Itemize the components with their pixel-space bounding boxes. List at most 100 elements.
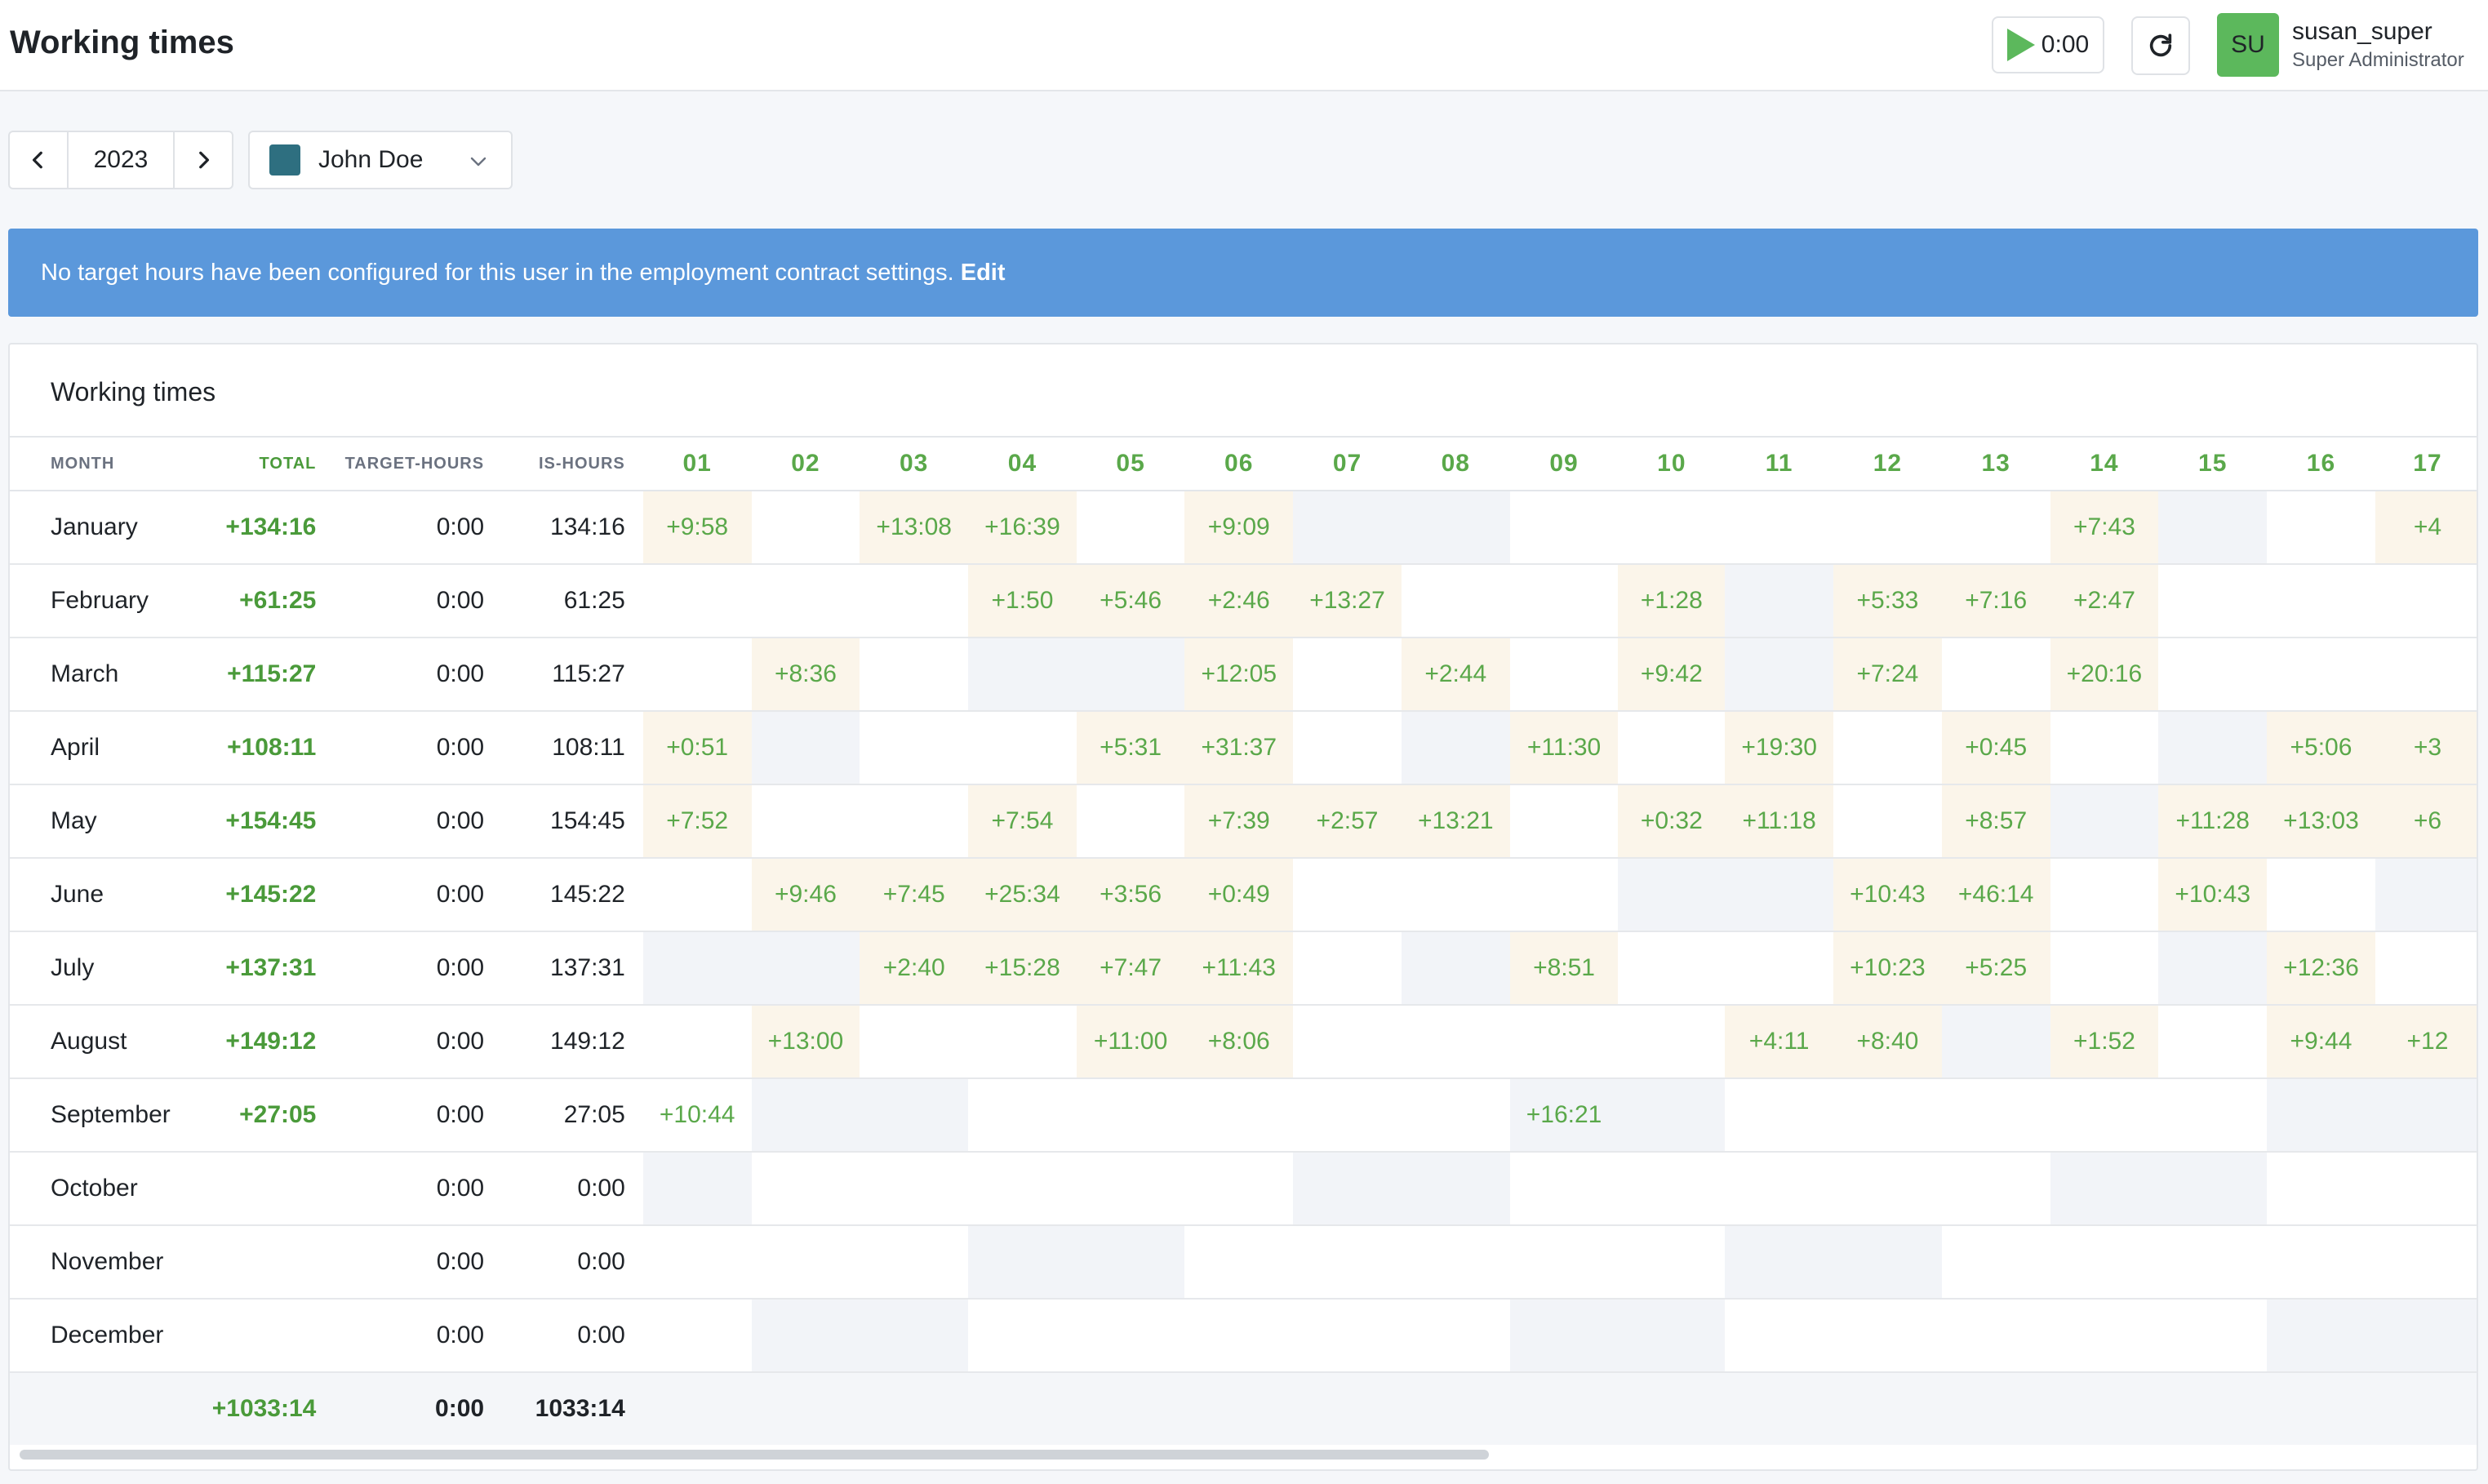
month-total: +27:05	[198, 1078, 331, 1153]
day-cell	[642, 1299, 752, 1373]
timer-value: 0:00	[2041, 31, 2090, 58]
day-cell	[751, 1225, 860, 1300]
day-cell	[1401, 931, 1510, 1006]
avatar[interactable]: SU	[2217, 13, 2279, 77]
user-select-label: John Doe	[318, 146, 424, 173]
user-select[interactable]: John Doe	[248, 131, 513, 189]
column-header-target-hours[interactable]: TARGET-HOURS	[331, 436, 503, 491]
day-cell: +31:37	[1184, 711, 1294, 785]
day-cell	[1833, 1152, 1942, 1226]
month-target-hours: 0:00	[331, 1225, 503, 1300]
month-name: May	[10, 784, 198, 859]
month-is-hours: 0:00	[502, 1152, 643, 1226]
month-name: October	[10, 1152, 198, 1226]
day-cell	[2158, 1299, 2268, 1373]
month-total: +154:45	[198, 784, 331, 859]
day-cell	[1401, 491, 1510, 565]
day-cell: +7:54	[968, 784, 1077, 859]
day-cell	[1401, 1152, 1510, 1226]
month-total	[198, 1299, 331, 1373]
totals-day-cell	[1833, 1372, 1942, 1445]
day-cell	[642, 858, 752, 932]
day-cell	[751, 1152, 860, 1226]
day-cell	[1618, 1078, 1726, 1153]
day-cell	[2050, 858, 2159, 932]
table-scroll-area[interactable]: MONTH TOTAL TARGET-HOURS IS-HOURS 01 02 03…	[10, 436, 2477, 1445]
day-cell	[1076, 1078, 1185, 1153]
column-header-day: 12	[1833, 436, 1942, 491]
month-row: November 0:00 0:00	[10, 1225, 2477, 1300]
day-cell: +8:51	[1509, 931, 1619, 1006]
month-row: October 0:00 0:00	[10, 1152, 2477, 1226]
day-cell	[1184, 1225, 1294, 1300]
month-total	[198, 1225, 331, 1300]
day-cell: +8:06	[1184, 1005, 1294, 1079]
day-cell: +4	[2375, 491, 2477, 565]
day-cell	[1833, 1225, 1942, 1300]
year-value[interactable]: 2023	[67, 132, 175, 188]
month-is-hours: 154:45	[502, 784, 643, 859]
day-cell	[1293, 931, 1402, 1006]
column-header-is-hours[interactable]: IS-HOURS	[502, 436, 643, 491]
month-row: January +134:16 0:00 134:16 +9:58 +13:08 +16:3…	[10, 491, 2477, 565]
table-header-row: MONTH TOTAL TARGET-HOURS IS-HOURS 01 02 03…	[10, 436, 2477, 491]
day-cell: +7:43	[2050, 491, 2159, 565]
year-navigator: 2023	[8, 131, 233, 189]
month-row: February +61:25 0:00 61:25 +1:50 +5:46 +2:46 +1…	[10, 564, 2477, 638]
day-cell	[751, 1299, 860, 1373]
day-cell: +2:57	[1293, 784, 1402, 859]
day-cell	[2375, 858, 2477, 932]
day-cell	[1293, 1078, 1402, 1153]
day-cell	[1293, 1299, 1402, 1373]
user-name[interactable]: susan_super	[2292, 18, 2432, 45]
day-cell: +9:46	[751, 858, 860, 932]
day-cell	[2158, 1225, 2268, 1300]
day-cell: +1:50	[968, 564, 1077, 638]
day-cell	[1401, 1225, 1510, 1300]
day-cell	[860, 1078, 969, 1153]
day-cell: +7:24	[1833, 638, 1942, 712]
working-times-card: Working times MONTH TOTAL TARGET-HOURS I…	[8, 343, 2478, 1471]
column-header-month[interactable]: MONTH	[10, 436, 198, 491]
horizontal-scrollbar[interactable]	[20, 1450, 1489, 1460]
month-is-hours: 0:00	[502, 1299, 643, 1373]
day-cell	[2158, 638, 2268, 712]
edit-link[interactable]: Edit	[960, 259, 1006, 286]
totals-day-cell	[1076, 1372, 1185, 1445]
day-cell: +1:28	[1618, 564, 1726, 638]
day-cell: +8:36	[751, 638, 860, 712]
day-cell	[1725, 1299, 1834, 1373]
day-cell	[751, 711, 860, 785]
day-cell	[2050, 1225, 2159, 1300]
column-header-total[interactable]: TOTAL	[198, 436, 331, 491]
day-cell: +11:30	[1509, 711, 1619, 785]
column-header-day: 02	[751, 436, 860, 491]
totals-day-cell	[1725, 1372, 1834, 1445]
refresh-icon	[2149, 33, 2172, 57]
day-cell	[2267, 1299, 2375, 1373]
day-cell	[2158, 1078, 2268, 1153]
day-cell	[1725, 564, 1834, 638]
day-cell: +20:16	[2050, 638, 2159, 712]
month-row: September +27:05 0:00 27:05 +10:44 +16:21	[10, 1078, 2477, 1153]
day-cell	[2158, 711, 2268, 785]
day-cell: +15:28	[968, 931, 1077, 1006]
refresh-button[interactable]	[2131, 16, 2190, 75]
day-cell	[1293, 858, 1402, 932]
day-cell: +25:34	[968, 858, 1077, 932]
day-cell	[1401, 1078, 1510, 1153]
day-cell	[642, 1152, 752, 1226]
month-name: July	[10, 931, 198, 1006]
month-target-hours: 0:00	[331, 564, 503, 638]
previous-year-button[interactable]	[10, 132, 67, 188]
day-cell	[1509, 491, 1619, 565]
day-cell: +13:00	[751, 1005, 860, 1079]
day-cell	[1725, 638, 1834, 712]
day-cell	[2158, 1005, 2268, 1079]
day-cell	[1618, 931, 1726, 1006]
start-timer-button[interactable]: 0:00	[1992, 16, 2104, 73]
next-year-button[interactable]	[175, 132, 232, 188]
chevron-left-icon	[32, 151, 42, 169]
totals-day-cell	[2050, 1372, 2159, 1445]
day-cell	[1401, 564, 1510, 638]
